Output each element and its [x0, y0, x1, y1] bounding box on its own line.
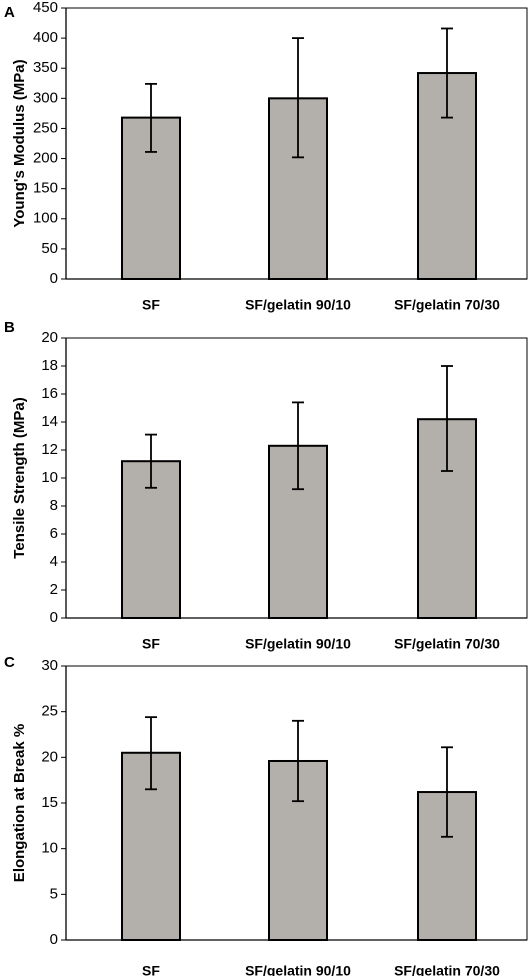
y-tick-label: 25	[41, 703, 58, 720]
y-axis-title: Elongation at Break %	[11, 724, 28, 882]
category-label: SF/gelatin 90/10	[245, 297, 351, 313]
y-tick-label: 400	[33, 29, 58, 46]
category-label: SF/gelatin 70/30	[394, 297, 500, 313]
y-tick-label: 30	[41, 657, 58, 674]
category-label: SF	[142, 963, 160, 976]
y-tick-label: 14	[41, 413, 58, 430]
y-tick-label: 20	[41, 329, 58, 346]
y-tick-label: 5	[50, 885, 58, 902]
panel-a: A 0 50 100 150 200 250 300 350 400 450 Young's Modu…	[4, 0, 528, 313]
y-tick-label: 0	[50, 270, 58, 287]
y-tick-label: 0	[50, 609, 58, 626]
panel-c: C 0 5 10 15 20 25 30 Elongation at Break % SF SF/g…	[4, 654, 528, 976]
y-tick-label: 150	[33, 180, 58, 197]
y-axis-title: Tensile Strength (MPa)	[11, 397, 28, 558]
y-tick-label: 100	[33, 210, 58, 227]
category-label: SF/gelatin 70/30	[394, 636, 500, 652]
panel-letter: C	[4, 654, 15, 671]
panel-letter: A	[4, 4, 15, 21]
y-tick-label: 250	[33, 119, 58, 136]
y-axis-title: Young's Modulus (MPa)	[11, 59, 28, 227]
y-tick-label: 16	[41, 385, 58, 402]
y-tick-label: 300	[33, 89, 58, 106]
y-tick-label: 10	[41, 840, 58, 857]
panel-letter: B	[4, 319, 15, 336]
y-tick-label: 10	[41, 469, 58, 486]
category-label: SF/gelatin 90/10	[245, 963, 351, 976]
category-label: SF	[142, 636, 160, 652]
y-tick-label: 8	[50, 497, 58, 514]
y-tick-label: 20	[41, 748, 58, 765]
y-tick-label: 0	[50, 931, 58, 948]
y-tick-label: 50	[41, 240, 58, 257]
y-tick-label: 18	[41, 357, 58, 374]
y-tick-label: 450	[33, 0, 58, 16]
y-tick-label: 15	[41, 794, 58, 811]
category-label: SF	[142, 297, 160, 313]
y-tick-label: 200	[33, 150, 58, 167]
panel-b: B 0 2 4 6 8 10 12 14 16 18 20 Tensile Strength (MPa)…	[4, 319, 528, 652]
category-label: SF/gelatin 70/30	[394, 963, 500, 976]
y-tick-label: 2	[50, 581, 58, 598]
y-tick-label: 12	[41, 441, 58, 458]
y-tick-label: 6	[50, 525, 58, 542]
category-label: SF/gelatin 90/10	[245, 636, 351, 652]
y-tick-label: 350	[33, 59, 58, 76]
y-tick-label: 4	[50, 553, 58, 570]
